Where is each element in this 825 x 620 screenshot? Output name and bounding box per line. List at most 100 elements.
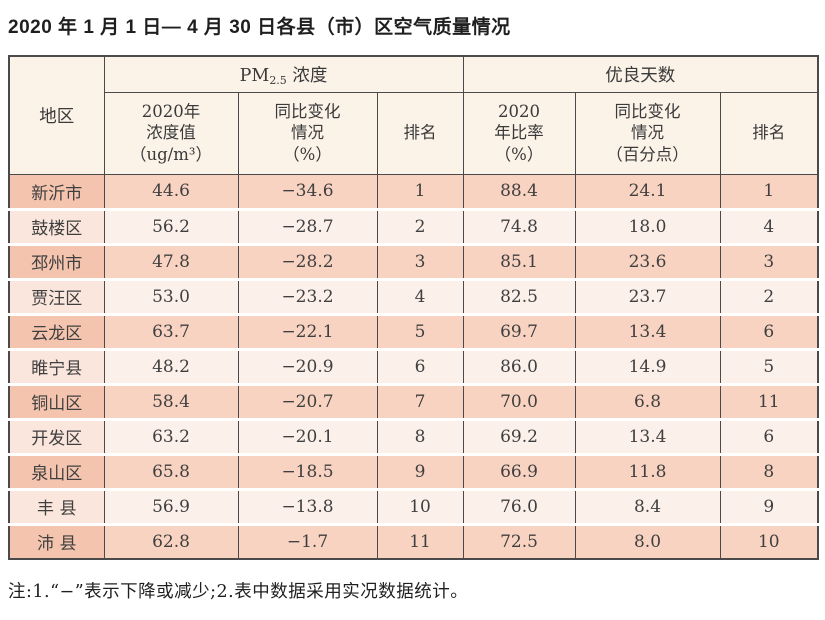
cell-pm25-change: −34.6: [237, 174, 378, 209]
header-group-row: 地区 PM2.5 浓度 优良天数: [8, 55, 819, 175]
cell-region: 新沂市: [8, 174, 105, 209]
col-header-pm25-rank: 排名: [376, 91, 464, 175]
col-header-good-change: 同比变化 情况 （百分点）: [574, 91, 721, 175]
cell-pm25-rank: 11: [376, 522, 464, 559]
page-title: 2020 年 1 月 1 日— 4 月 30 日各县（市）区空气质量情况: [8, 17, 511, 38]
cell-region: 丰 县: [8, 487, 105, 524]
cell-region: 开发区: [8, 417, 105, 454]
cell-pm25-value: 63.7: [103, 312, 239, 349]
col-header-pm25-change: 同比变化 情况 （%）: [237, 91, 378, 175]
cell-pm25-rank: 2: [376, 207, 464, 244]
cell-good-rank: 5: [719, 347, 819, 384]
cell-pm25-value: 56.2: [103, 207, 239, 244]
cell-good-rank: 6: [719, 312, 819, 349]
cell-pm25-rank: 8: [376, 417, 464, 454]
cell-pm25-change: −28.7: [237, 207, 378, 244]
cell-region: 鼓楼区: [8, 207, 105, 244]
header-sub-row: 2020年 浓度值 （ug/m³） 同比变化 情况 （%） 排名 2020 年比…: [9, 91, 819, 175]
cell-pm25-rank: 1: [376, 174, 464, 209]
cell-good-ratio: 72.5: [462, 522, 576, 559]
table-row: 贾汪区 53.0 −23.2 4 82.5 23.7 2: [8, 277, 819, 314]
cell-pm25-rank: 7: [376, 382, 464, 419]
cell-pm25-change: −20.7: [237, 382, 378, 419]
col-group-good-days: 优良天数: [462, 55, 819, 93]
cell-good-change: 24.1: [574, 174, 721, 209]
cell-good-change: 23.7: [574, 277, 721, 314]
cell-good-ratio: 69.2: [462, 417, 576, 454]
cell-region: 沛 县: [8, 522, 105, 559]
cell-pm25-rank: 6: [376, 347, 464, 384]
col-header-good-ratio: 2020 年比率 （%）: [462, 91, 576, 175]
cell-pm25-rank: 5: [376, 312, 464, 349]
cell-good-rank: 10: [719, 522, 819, 559]
cell-good-ratio: 82.5: [462, 277, 576, 314]
page: 2020 年 1 月 1 日— 4 月 30 日各县（市）区空气质量情况 地区 …: [0, 12, 825, 620]
cell-pm25-change: −28.2: [237, 242, 378, 279]
cell-good-rank: 3: [719, 242, 819, 279]
cell-pm25-change: −18.5: [237, 452, 378, 489]
table-row: 云龙区 63.7 −22.1 5 69.7 13.4 6: [8, 312, 819, 349]
cell-good-ratio: 88.4: [462, 174, 576, 209]
cell-good-change: 18.0: [574, 207, 721, 244]
cell-pm25-change: −22.1: [237, 312, 378, 349]
cell-pm25-value: 48.2: [103, 347, 239, 384]
cell-pm25-value: 53.0: [103, 277, 239, 314]
cell-good-ratio: 85.1: [462, 242, 576, 279]
cell-region: 泉山区: [8, 452, 105, 489]
cell-pm25-value: 44.6: [103, 174, 239, 209]
pm25-prefix: PM: [239, 65, 270, 86]
cell-pm25-rank: 4: [376, 277, 464, 314]
table-row: 铜山区 58.4 −20.7 7 70.0 6.8 11: [8, 382, 819, 419]
cell-good-change: 8.0: [574, 522, 721, 559]
cell-pm25-rank: 9: [376, 452, 464, 489]
table-row: 睢宁县 48.2 −20.9 6 86.0 14.9 5: [8, 347, 819, 384]
table-row: 沛 县 62.8 −1.7 11 72.5 8.0 10: [8, 522, 819, 559]
table-row: 泉山区 65.8 −18.5 9 66.9 11.8 8: [8, 452, 819, 489]
cell-pm25-change: −23.2: [237, 277, 378, 314]
cell-pm25-change: −20.9: [237, 347, 378, 384]
cell-good-change: 8.4: [574, 487, 721, 524]
cell-good-rank: 9: [719, 487, 819, 524]
cell-pm25-change: −13.8: [237, 487, 378, 524]
cell-pm25-change: −20.1: [237, 417, 378, 454]
cell-good-change: 23.6: [574, 242, 721, 279]
table-row: 新沂市 44.6 −34.6 1 88.4 24.1 1: [8, 174, 819, 209]
pm25-subscript: 2.5: [269, 73, 287, 87]
air-quality-table: 地区 PM2.5 浓度 优良天数 2020年 浓度值 （ug/m³） 同比变化 …: [8, 55, 820, 560]
cell-good-ratio: 76.0: [462, 487, 576, 524]
cell-pm25-rank: 3: [376, 242, 464, 279]
table-row: 丰 县 56.9 −13.8 10 76.0 8.4 9: [8, 487, 819, 524]
cell-good-ratio: 74.8: [462, 207, 576, 244]
cell-region: 铜山区: [8, 382, 105, 419]
cell-pm25-value: 63.2: [103, 417, 239, 454]
col-header-pm25-value: 2020年 浓度值 （ug/m³）: [103, 91, 239, 175]
cell-pm25-rank: 10: [376, 487, 464, 524]
col-header-region: 地区: [8, 55, 105, 175]
cell-good-change: 11.8: [574, 452, 721, 489]
cell-good-change: 6.8: [574, 382, 721, 419]
table-row: 邳州市 47.8 −28.2 3 85.1 23.6 3: [8, 242, 819, 279]
cell-good-change: 13.4: [574, 312, 721, 349]
col-header-good-rank: 排名: [719, 91, 819, 175]
cell-region: 邳州市: [8, 242, 105, 279]
cell-region: 睢宁县: [8, 347, 105, 384]
table-row: 鼓楼区 56.2 −28.7 2 74.8 18.0 4: [8, 207, 819, 244]
pm25-suffix: 浓度: [286, 65, 328, 86]
cell-good-ratio: 70.0: [462, 382, 576, 419]
table-row: 开发区 63.2 −20.1 8 69.2 13.4 6: [8, 417, 819, 454]
cell-pm25-value: 62.8: [103, 522, 239, 559]
cell-good-change: 13.4: [574, 417, 721, 454]
cell-good-ratio: 69.7: [462, 312, 576, 349]
cell-pm25-value: 47.8: [103, 242, 239, 279]
cell-good-rank: 6: [719, 417, 819, 454]
cell-good-rank: 8: [719, 452, 819, 489]
cell-good-rank: 4: [719, 207, 819, 244]
cell-good-rank: 1: [719, 174, 819, 209]
col-group-pm25: PM2.5 浓度: [103, 55, 464, 93]
cell-good-rank: 11: [719, 382, 819, 419]
footnote: 注:1.“−”表示下降或减少;2.表中数据采用实况数据统计。: [8, 582, 469, 602]
cell-pm25-change: −1.7: [237, 522, 378, 559]
table-header: 地区 PM2.5 浓度 优良天数 2020年 浓度值 （ug/m³） 同比变化 …: [8, 55, 819, 175]
table-body: 新沂市 44.6 −34.6 1 88.4 24.1 1 鼓楼区 56.2 −28.7 2 74.8 1…: [8, 174, 819, 559]
cell-good-ratio: 86.0: [462, 347, 576, 384]
